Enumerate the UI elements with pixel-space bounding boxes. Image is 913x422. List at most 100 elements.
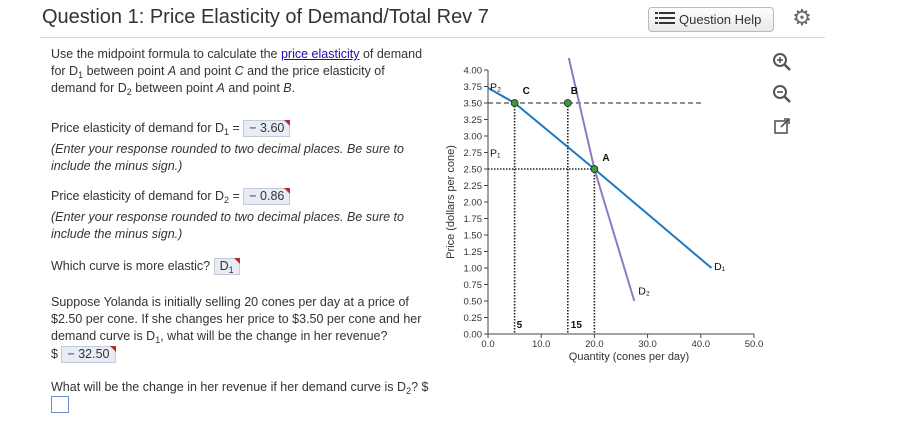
answer-text: D — [219, 259, 229, 273]
y-tick-label: 4.00 — [464, 66, 483, 77]
graph-tools — [770, 50, 796, 140]
intro-text: . — [291, 81, 296, 95]
elasticity-d2-row: Price elasticity of demand for D2 = − 0.… — [51, 188, 431, 205]
point-b — [563, 99, 572, 107]
quantity-label-5: 5 — [517, 320, 523, 331]
y-tick-label: 3.75 — [464, 82, 483, 93]
x-tick-label: 30.0 — [638, 339, 657, 350]
curve-label-d2: D₂ — [638, 285, 650, 297]
demand-graph: 0.00 0.25 0.50 0.75 1.00 1.25 1.50 1.75 2.00 2.25… — [445, 58, 763, 364]
question-help-label: Question Help — [679, 12, 762, 27]
x-tick-label: 40.0 — [692, 339, 711, 350]
subscript: 2 — [126, 87, 132, 97]
subscript: 2 — [406, 386, 412, 396]
subscript: 1 — [224, 127, 230, 137]
intro-text: between point — [131, 81, 217, 95]
x-tick-label: 20.0 — [585, 339, 604, 350]
intro-text: and point — [176, 64, 235, 78]
y-tick-label: 2.75 — [464, 148, 483, 159]
y-tick-label: 0.00 — [464, 330, 483, 341]
revenue-scenario: Suppose Yolanda is initially selling 20 … — [51, 294, 431, 345]
curve-label-d1: D₁ — [714, 261, 726, 273]
elasticity-d1-row: Price elasticity of demand for D1 = − 3.… — [51, 120, 431, 137]
scenario-text: , what will be the change in her revenue… — [160, 329, 388, 343]
intro-text: and point — [224, 81, 284, 95]
y-tick-label: 2.25 — [464, 181, 483, 192]
scenario-text: Suppose Yolanda is initially selling 20 … — [51, 295, 422, 343]
point-c-ref: C — [234, 64, 244, 78]
question-help-button[interactable]: Question Help — [648, 7, 774, 32]
equals: = — [229, 121, 244, 135]
axes: 0.00 0.25 0.50 0.75 1.00 1.25 1.50 1.75 2.00 2.25… — [445, 66, 763, 364]
rounding-note-text: (Enter your response rounded to two deci… — [51, 142, 404, 173]
more-elastic-answer[interactable]: D1 — [213, 258, 240, 275]
y-tick-label: 0.25 — [464, 313, 483, 324]
point-b-ref: B — [283, 81, 292, 95]
point-label-b: B — [571, 86, 578, 97]
y-tick-label: 1.25 — [464, 247, 483, 258]
rounding-note-text: (Enter your response rounded to two deci… — [51, 210, 404, 241]
more-elastic-row: Which curve is more elastic? D1 — [51, 258, 431, 275]
intro-text: Use the midpoint formula to calculate th… — [51, 47, 281, 61]
revenue-d2-row: What will be the change in her revenue i… — [51, 379, 431, 414]
open-external-icon[interactable] — [770, 114, 794, 138]
zoom-in-icon[interactable] — [770, 50, 794, 74]
elasticity-d1-answer[interactable]: − 3.60 — [243, 120, 291, 137]
y-tick-label: 3.25 — [464, 115, 483, 126]
revenue-d1-answer[interactable]: − 32.50 — [61, 346, 116, 363]
subscript: 1 — [155, 335, 161, 345]
point-c — [510, 99, 519, 107]
curve-d1 — [487, 86, 713, 269]
point-label-a: A — [602, 153, 609, 164]
x-tick-label: 50.0 — [745, 339, 764, 350]
point-a-ref: A — [167, 64, 177, 78]
point-a — [590, 165, 599, 173]
subscript: 2 — [224, 195, 230, 205]
y-tick-label: 1.00 — [464, 264, 483, 275]
y-tick-label: 2.50 — [464, 165, 483, 176]
demand-curves — [487, 58, 713, 302]
y-tick-label: 0.50 — [464, 297, 483, 308]
point-label-c: C — [523, 86, 530, 97]
equals: = — [229, 189, 244, 203]
question-intro: Use the midpoint formula to calculate th… — [51, 46, 431, 97]
y-tick-label: 3.00 — [464, 132, 483, 143]
price-label-p1: P₁ — [490, 148, 501, 160]
revenue-d2-question: What will be the change in her revenue i… — [51, 380, 407, 394]
point-a-ref: A — [216, 81, 225, 95]
intro-text: and the price elasticity of demand for D — [51, 64, 385, 95]
x-axis-title: Quantity (cones per day) — [569, 351, 689, 363]
intro-text: of demand for D — [51, 47, 423, 78]
price-elasticity-link[interactable]: price elasticity — [280, 47, 360, 61]
graph-labels: C B A P₂ P₁ 5 15 D₁ D₂ — [490, 82, 726, 332]
y-tick-label: 0.75 — [464, 280, 483, 291]
x-tick-label: 10.0 — [532, 339, 551, 350]
labeled-points — [510, 99, 599, 173]
x-tick-label: 0.0 — [481, 339, 494, 350]
elasticity-d1-label: Price elasticity of demand for D — [51, 121, 224, 135]
subscript: 1 — [78, 70, 84, 80]
header-divider — [40, 37, 825, 38]
elasticity-d2-label: Price elasticity of demand for D — [51, 189, 224, 203]
page-title: Question 1: Price Elasticity of Demand/T… — [42, 6, 489, 28]
y-tick-label: 3.50 — [464, 99, 483, 110]
revenue-d2-input[interactable] — [51, 396, 69, 413]
rounding-note-2: (Enter your response rounded to two deci… — [51, 209, 431, 243]
price-label-p2: P₂ — [490, 82, 501, 94]
revenue-d1-row: $ − 32.50 — [51, 346, 431, 363]
header-bar: Question 1: Price Elasticity of Demand/T… — [0, 0, 913, 40]
y-tick-label: 1.50 — [464, 231, 483, 242]
list-icon — [655, 11, 675, 28]
gear-icon[interactable]: ⚙ — [792, 5, 812, 30]
subscript: 1 — [228, 265, 234, 275]
rounding-note-1: (Enter your response rounded to two deci… — [51, 141, 431, 175]
y-tick-label: 2.00 — [464, 198, 483, 209]
revenue-d2-question: ? $ — [411, 380, 429, 394]
y-axis-title: Price (dollars per cone) — [445, 145, 457, 259]
quantity-label-15: 15 — [571, 320, 583, 331]
elasticity-d2-answer[interactable]: − 0.86 — [243, 188, 291, 205]
zoom-out-icon[interactable] — [770, 82, 794, 106]
dollar-sign: $ — [51, 347, 58, 361]
y-tick-label: 1.75 — [464, 214, 483, 225]
guide-lines — [488, 102, 704, 334]
